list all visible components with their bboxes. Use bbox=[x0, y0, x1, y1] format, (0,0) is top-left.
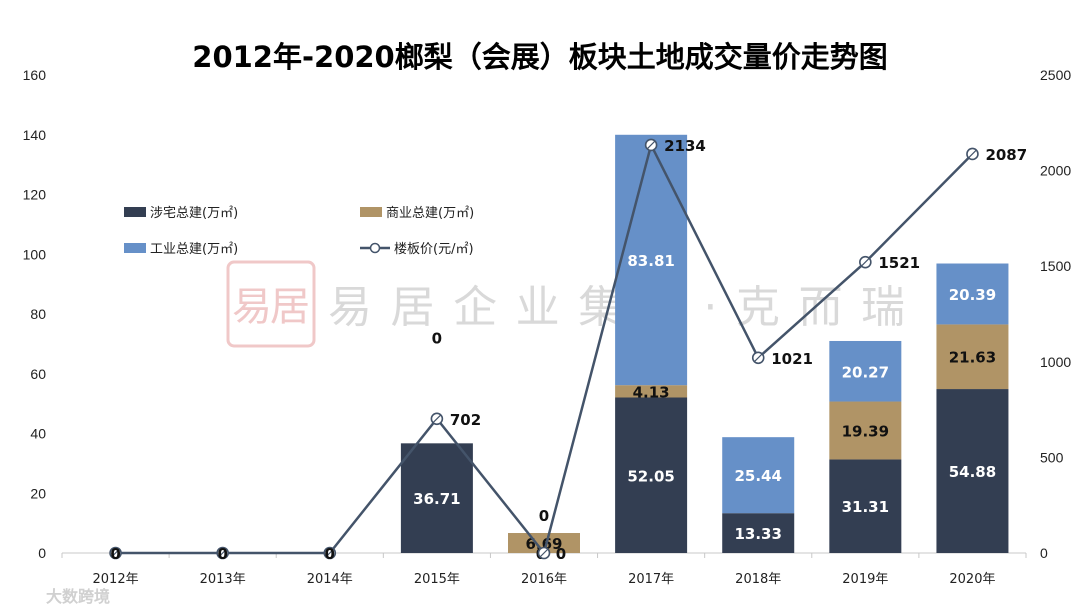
bar-data-label-commercial: 0 bbox=[432, 329, 442, 347]
y-right-tick-label: 0 bbox=[1040, 545, 1048, 561]
price-data-label: 702 bbox=[450, 411, 481, 429]
watermark-seal-text: 易居 bbox=[232, 284, 310, 330]
y-right-tick-label: 2500 bbox=[1040, 67, 1071, 83]
x-tick-label: 2017年 bbox=[628, 572, 674, 587]
bar-data-label-commercial: 21.63 bbox=[949, 349, 996, 367]
bar-segment-residential bbox=[615, 397, 688, 553]
legend-swatch-residential bbox=[124, 207, 146, 217]
bar-data-label-industrial: 25.44 bbox=[734, 467, 781, 485]
line-layer: 0 0 0 702 0 2134 1021 1521 2087 bbox=[109, 137, 1027, 563]
bar-segment-commercial bbox=[829, 401, 902, 460]
x-tick-label: 2012年 bbox=[93, 572, 139, 587]
price-data-label: 0 bbox=[325, 545, 335, 563]
bar-segment-industrial bbox=[936, 263, 1009, 325]
legend-label: 工业总建(万㎡) bbox=[150, 242, 238, 257]
legend-swatch-industrial bbox=[124, 243, 146, 253]
price-data-label: 2087 bbox=[985, 146, 1027, 164]
y-left-tick-label: 20 bbox=[30, 485, 46, 501]
price-data-label: 1521 bbox=[878, 254, 920, 272]
price-marker-slash bbox=[647, 141, 656, 149]
x-tick-label: 2018年 bbox=[735, 572, 781, 587]
price-marker-slash bbox=[111, 549, 120, 557]
price-data-label: 1021 bbox=[771, 350, 813, 368]
bar-data-label-commercial: 4.13 bbox=[633, 383, 670, 401]
price-marker-slash bbox=[218, 549, 227, 557]
price-data-label: 0 bbox=[556, 545, 566, 563]
x-tick-label: 2020年 bbox=[949, 572, 995, 587]
bar-labels-layer: 00036.71006.69052.054.1383.8113.3325.443… bbox=[110, 252, 996, 563]
y-left-tick-label: 100 bbox=[23, 246, 47, 262]
watermark: 易居 易居企业集团·克而瑞 大数跨境 bbox=[46, 260, 905, 606]
bar-segment-commercial bbox=[508, 533, 580, 553]
chart-title: 2012年-2020榔梨（会展）板块土地成交量价走势图 bbox=[192, 40, 887, 74]
bar-segment-industrial bbox=[722, 437, 795, 514]
bar-segment-residential bbox=[400, 443, 473, 553]
bar-data-label-residential: 52.05 bbox=[627, 467, 674, 485]
price-marker-slash bbox=[754, 353, 763, 362]
legend-label: 涉宅总建(万㎡) bbox=[150, 206, 238, 221]
bar-data-label-industrial: 20.39 bbox=[949, 286, 996, 304]
legend-label: 楼板价(元/㎡) bbox=[394, 242, 474, 257]
x-tick-label: 2013年 bbox=[200, 572, 246, 587]
bar-data-label-industrial: 0 bbox=[539, 507, 549, 525]
bar-data-label-residential: 36.71 bbox=[413, 490, 460, 508]
x-tick-label: 2016年 bbox=[521, 572, 567, 587]
bar-segment-commercial bbox=[936, 324, 1009, 390]
legend-swatch-commercial bbox=[360, 207, 382, 217]
y-right-tick-label: 1500 bbox=[1040, 258, 1071, 274]
y-left-tick-label: 80 bbox=[30, 306, 46, 322]
watermark-seal-frame bbox=[226, 260, 316, 348]
y-left-tick-label: 140 bbox=[23, 127, 47, 143]
y-left-tick-label: 0 bbox=[38, 545, 46, 561]
price-marker-slash bbox=[325, 549, 334, 557]
legend: 涉宅总建(万㎡) 商业总建(万㎡) 工业总建(万㎡) 楼板价(元/㎡) bbox=[124, 206, 474, 257]
y-left-tick-label: 60 bbox=[30, 366, 46, 382]
corner-watermark: 大数跨境 bbox=[46, 587, 110, 606]
bars-layer bbox=[400, 134, 1009, 553]
price-data-label: 0 bbox=[217, 545, 227, 563]
legend-label: 商业总建(万㎡) bbox=[386, 206, 474, 221]
price-marker-slash bbox=[540, 549, 548, 557]
legend-line-marker bbox=[369, 242, 381, 254]
y-left-tick-label: 120 bbox=[23, 187, 47, 203]
bar-segment-residential bbox=[936, 389, 1009, 553]
bar-data-label-industrial: 83.81 bbox=[627, 252, 674, 270]
bar-data-label-residential: 54.88 bbox=[949, 463, 996, 481]
x-tick-label: 2014年 bbox=[307, 572, 353, 587]
y-right-tick-label: 2000 bbox=[1040, 163, 1071, 179]
x-tick-label: 2019年 bbox=[842, 572, 888, 587]
price-marker-slash bbox=[432, 414, 441, 423]
y-right-tick-label: 500 bbox=[1040, 449, 1064, 465]
bar-segment-commercial bbox=[615, 385, 688, 398]
price-marker-slash bbox=[861, 258, 870, 267]
price-data-label: 2134 bbox=[664, 137, 706, 155]
price-marker-slash bbox=[968, 150, 977, 158]
bar-segment-industrial bbox=[829, 340, 902, 402]
y-left-tick-label: 40 bbox=[30, 426, 46, 442]
y-left-tick-label: 160 bbox=[23, 67, 47, 83]
bar-segment-industrial bbox=[615, 134, 688, 386]
price-data-label: 0 bbox=[110, 545, 120, 563]
x-tick-label: 2015年 bbox=[414, 572, 460, 587]
bar-segment-residential bbox=[829, 459, 902, 553]
bar-data-label-residential: 13.33 bbox=[734, 525, 781, 543]
bar-data-label-residential: 31.31 bbox=[842, 498, 889, 516]
bar-data-label-industrial: 20.27 bbox=[842, 363, 889, 381]
y-right-tick-label: 1000 bbox=[1040, 354, 1071, 370]
bar-segment-residential bbox=[722, 513, 795, 553]
bar-data-label-commercial: 19.39 bbox=[842, 422, 889, 440]
